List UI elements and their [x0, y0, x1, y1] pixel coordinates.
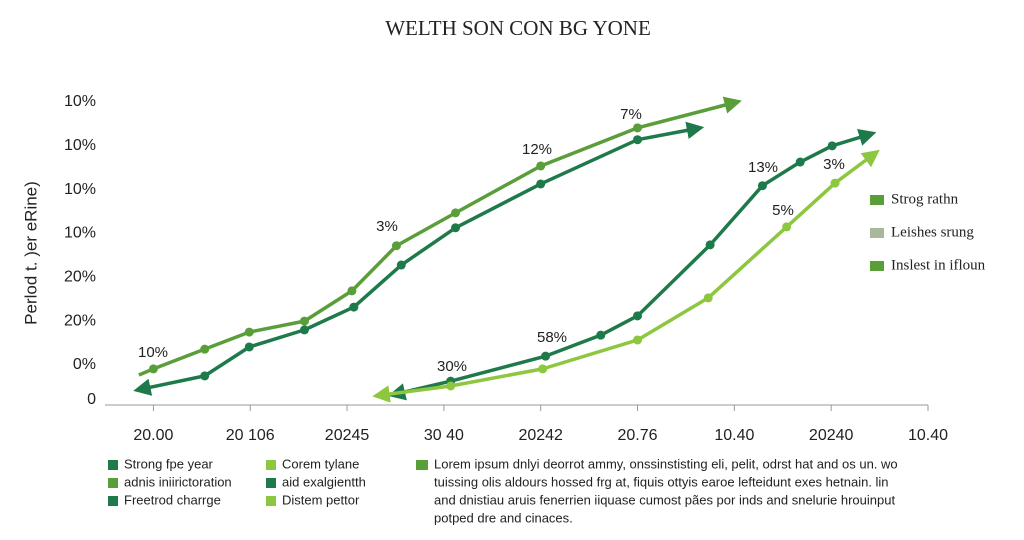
point [244, 342, 254, 352]
point [349, 302, 359, 312]
annotation: 10% [138, 344, 168, 361]
point [451, 208, 461, 218]
annotation: 58% [537, 329, 567, 346]
footer-legend-label: aid exalgientth [282, 474, 366, 489]
legend-label: Inslest in ifloun [891, 257, 986, 273]
note-swatch [416, 460, 428, 470]
point [633, 135, 643, 145]
y-tick-label: 10% [64, 181, 96, 198]
point [299, 325, 309, 335]
point [827, 141, 837, 151]
point [391, 241, 401, 251]
annotation: 30% [437, 358, 467, 375]
point [200, 371, 210, 381]
point [299, 316, 309, 326]
note-line: and dnistiau aruis fenerrien iiquase cum… [434, 492, 895, 507]
point [795, 157, 805, 167]
x-tick-label: 10.40 [908, 427, 948, 444]
y-axis-label: Perlod t. )er eRine) [21, 181, 40, 325]
annotation: 3% [376, 218, 398, 235]
point [633, 335, 643, 345]
point [396, 260, 406, 270]
y-tick-label: 10% [64, 93, 96, 110]
footer-legend-label: Corem tylane [282, 456, 359, 471]
point [782, 222, 792, 232]
y-tick-label: 10% [64, 137, 96, 154]
point [538, 364, 548, 374]
point [633, 311, 643, 321]
footer-legend-swatch [108, 496, 118, 506]
x-tick-label: 20 106 [226, 427, 275, 444]
chart-title: WELTH SON CON BG YONE [385, 16, 651, 40]
footer-legend-swatch [108, 460, 118, 470]
footer-legend-label: adnis iniirictoration [124, 474, 232, 489]
annotation: 5% [772, 202, 794, 219]
annotation: 3% [823, 156, 845, 173]
y-tick-label: 0% [73, 356, 96, 373]
y-tick-label: 0 [87, 391, 96, 408]
x-tick-label: 30 40 [424, 427, 464, 444]
annotation: 7% [620, 106, 642, 123]
point [703, 293, 713, 303]
y-tick-label: 20% [64, 312, 96, 329]
legend-swatch [870, 195, 884, 205]
note-line: Lorem ipsum dnlyi deorrot ammy, onssinst… [434, 456, 898, 471]
legend-swatch [870, 261, 884, 271]
point [541, 351, 551, 361]
point [148, 364, 158, 374]
point [596, 330, 606, 340]
point [536, 179, 546, 189]
footer-legend-swatch [266, 460, 276, 470]
y-tick-label: 20% [64, 269, 96, 286]
point [244, 327, 254, 337]
legend-label: Leishes srung [891, 224, 974, 240]
point [446, 381, 456, 391]
annotation: 12% [522, 141, 552, 158]
x-tick-label: 20.00 [133, 427, 173, 444]
point [633, 123, 643, 133]
point [347, 286, 357, 296]
footer-legend-label: Strong fpe year [124, 456, 214, 471]
series-line [387, 129, 877, 401]
x-tick-label: 20245 [325, 427, 370, 444]
x-tick-label: 20240 [809, 427, 854, 444]
point [451, 223, 461, 233]
footer-legend-label: Freetrod charrge [124, 492, 221, 507]
point [830, 178, 840, 188]
note-line: potped dre and cinaces. [434, 510, 573, 525]
footer-legend-label: Distem pettor [282, 492, 360, 507]
footer-legend-swatch [266, 496, 276, 506]
footer-legend-swatch [266, 478, 276, 488]
series-line [372, 149, 880, 403]
footer-legend-swatch [108, 478, 118, 488]
legend-label: Strog rathn [891, 191, 959, 207]
legend-swatch [870, 228, 884, 238]
point [705, 240, 715, 250]
note-line: tuissing olis aldours hossed frg at, fiq… [434, 474, 889, 489]
series-line [133, 121, 705, 396]
x-tick-label: 10.40 [714, 427, 754, 444]
y-tick-label: 10% [64, 225, 96, 242]
annotation: 13% [748, 159, 778, 176]
x-tick-label: 20242 [518, 427, 563, 444]
point [757, 181, 767, 191]
point [200, 344, 210, 354]
x-tick-label: 20.76 [618, 427, 658, 444]
point [536, 161, 546, 171]
